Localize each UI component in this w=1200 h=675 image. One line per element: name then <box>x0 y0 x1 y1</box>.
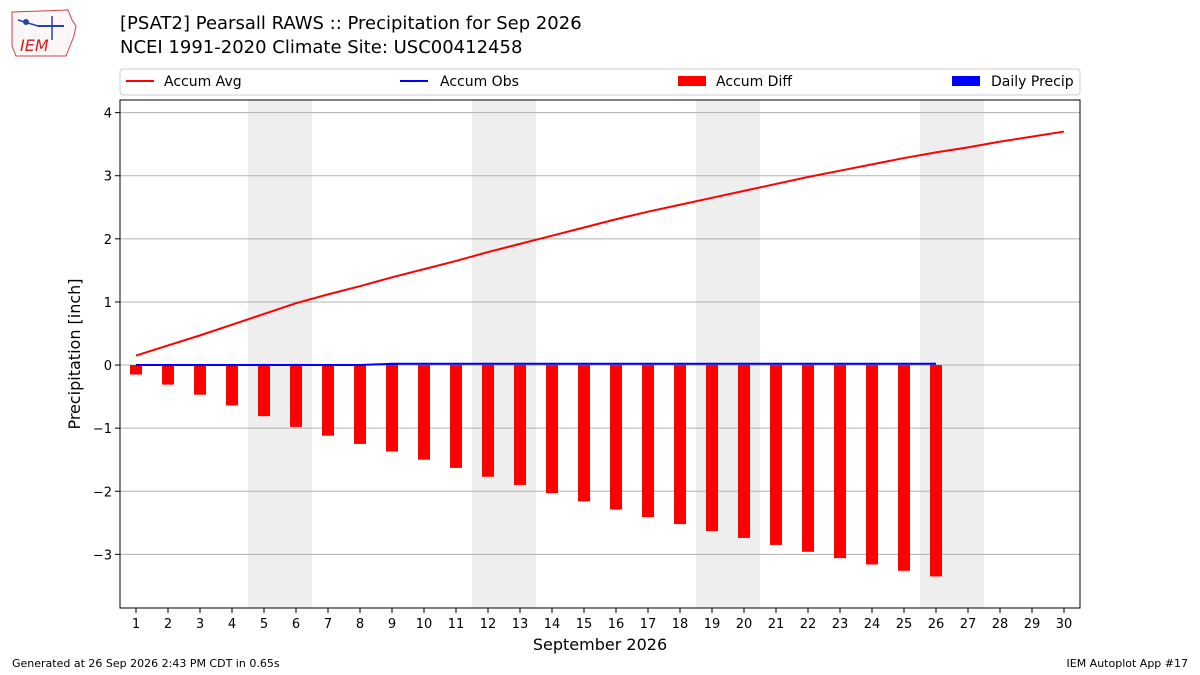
accum-diff-bar <box>770 365 782 545</box>
x-tick-label: 18 <box>672 617 689 632</box>
accum-diff-bar <box>130 365 142 375</box>
x-tick-label: 11 <box>448 617 465 632</box>
x-tick-label: 28 <box>992 617 1009 632</box>
accum-diff-bar <box>162 365 174 385</box>
accum-diff-bar <box>546 365 558 494</box>
accum-diff-bar <box>866 365 878 565</box>
weekend-bands <box>248 100 984 608</box>
x-axis-label: September 2026 <box>533 635 667 654</box>
y-tick-label: 3 <box>104 170 112 185</box>
x-tick-label: 1 <box>132 617 140 632</box>
accum-diff-bar <box>674 365 686 525</box>
accum-diff-bar <box>418 365 430 460</box>
gridlines <box>120 112 1080 555</box>
title-line-1: [PSAT2] Pearsall RAWS :: Precipitation f… <box>120 13 582 34</box>
y-tick-label: −2 <box>93 485 112 500</box>
accum-obs-line <box>136 362 936 367</box>
x-tick-label: 27 <box>960 617 977 632</box>
accum-diff-bar <box>898 365 910 571</box>
x-tick-label: 12 <box>480 617 497 632</box>
title-line-2: NCEI 1991-2020 Climate Site: USC00412458 <box>120 37 523 58</box>
accum-diff-bar <box>834 365 846 559</box>
x-tick-label: 21 <box>768 617 785 632</box>
y-tick-label: 1 <box>104 296 112 311</box>
y-tick-label: −3 <box>93 548 112 563</box>
x-tick-label: 5 <box>260 617 268 632</box>
x-tick-label: 24 <box>864 617 881 632</box>
series-lines <box>135 130 1065 367</box>
x-tick-label: 15 <box>576 617 593 632</box>
accum-diff-bar <box>738 365 750 538</box>
y-axis-label: Precipitation [inch] <box>65 278 84 429</box>
accum-diff-bar <box>386 365 398 452</box>
x-tick-label: 8 <box>356 617 364 632</box>
y-tick-label: 2 <box>104 233 112 248</box>
x-tick-label: 22 <box>800 617 817 632</box>
x-tick-label: 23 <box>832 617 849 632</box>
accum-diff-bar <box>354 365 366 444</box>
plot-frame <box>119 99 1081 609</box>
accum-diff-bar <box>514 365 526 485</box>
legend-swatch-bar <box>678 76 706 86</box>
legend: Accum Avg Accum Obs Accum Diff Daily Precip <box>119 68 1081 96</box>
legend-label: Accum Diff <box>716 74 792 90</box>
x-tick-label: 7 <box>324 617 332 632</box>
x-tick-label: 2 <box>164 617 172 632</box>
legend-label: Daily Precip <box>991 74 1074 90</box>
accum-diff-bar <box>322 365 334 436</box>
iem-logo: IEM <box>11 9 77 57</box>
accum-diff-bar <box>578 365 590 502</box>
accum-diff-bar <box>290 365 302 427</box>
x-tick-label: 13 <box>512 617 529 632</box>
x-tick-label: 14 <box>544 617 561 632</box>
weekend-band <box>248 100 312 608</box>
legend-swatch-bar <box>952 76 980 86</box>
logo-text: IEM <box>20 36 49 55</box>
y-tick-label: −1 <box>93 422 112 437</box>
x-tick-label: 9 <box>388 617 396 632</box>
x-tick-label: 3 <box>196 617 204 632</box>
x-tick-label: 10 <box>416 617 433 632</box>
x-tick-label: 17 <box>640 617 657 632</box>
y-tick-label: 4 <box>104 107 112 122</box>
x-tick-label: 20 <box>736 617 753 632</box>
chart-title: [PSAT2] Pearsall RAWS :: Precipitation f… <box>120 12 582 60</box>
legend-label: Accum Obs <box>440 74 519 90</box>
x-tick-label: 4 <box>228 617 236 632</box>
accum-diff-bar <box>706 365 718 532</box>
x-tick-label: 16 <box>608 617 625 632</box>
accum-diff-bars <box>130 363 942 577</box>
y-axis: −3 −2 −1 0 1 2 3 4 <box>93 107 120 563</box>
x-tick-label: 25 <box>896 617 913 632</box>
accum-diff-bar <box>610 365 622 510</box>
accum-diff-bar <box>802 365 814 552</box>
accum-diff-bar <box>194 365 206 395</box>
x-tick-label: 6 <box>292 617 300 632</box>
accum-diff-bar <box>642 365 654 518</box>
legend-label: Accum Avg <box>164 74 242 90</box>
y-tick-label: 0 <box>104 359 112 374</box>
generated-footer: Generated at 26 Sep 2026 2:43 PM CDT in … <box>12 657 280 670</box>
accum-diff-bar <box>258 365 270 417</box>
weekend-band <box>472 100 536 608</box>
app-footer: IEM Autoplot App #17 <box>1066 657 1189 670</box>
legend-box <box>119 68 1081 96</box>
x-axis: 1 2 3 4 5 6 7 8 9 10 11 12 13 14 15 16 17 18 19 20 21 22 23 24 2… <box>132 608 1072 632</box>
accum-diff-bar <box>482 365 494 477</box>
x-tick-label: 19 <box>704 617 721 632</box>
accum-diff-bar <box>450 365 462 468</box>
accum-diff-bar <box>930 365 942 577</box>
accum-avg-line <box>135 130 1065 357</box>
x-tick-label: 29 <box>1024 617 1041 632</box>
x-tick-label: 26 <box>928 617 945 632</box>
accum-diff-bar <box>226 365 238 406</box>
x-tick-label: 30 <box>1056 617 1073 632</box>
